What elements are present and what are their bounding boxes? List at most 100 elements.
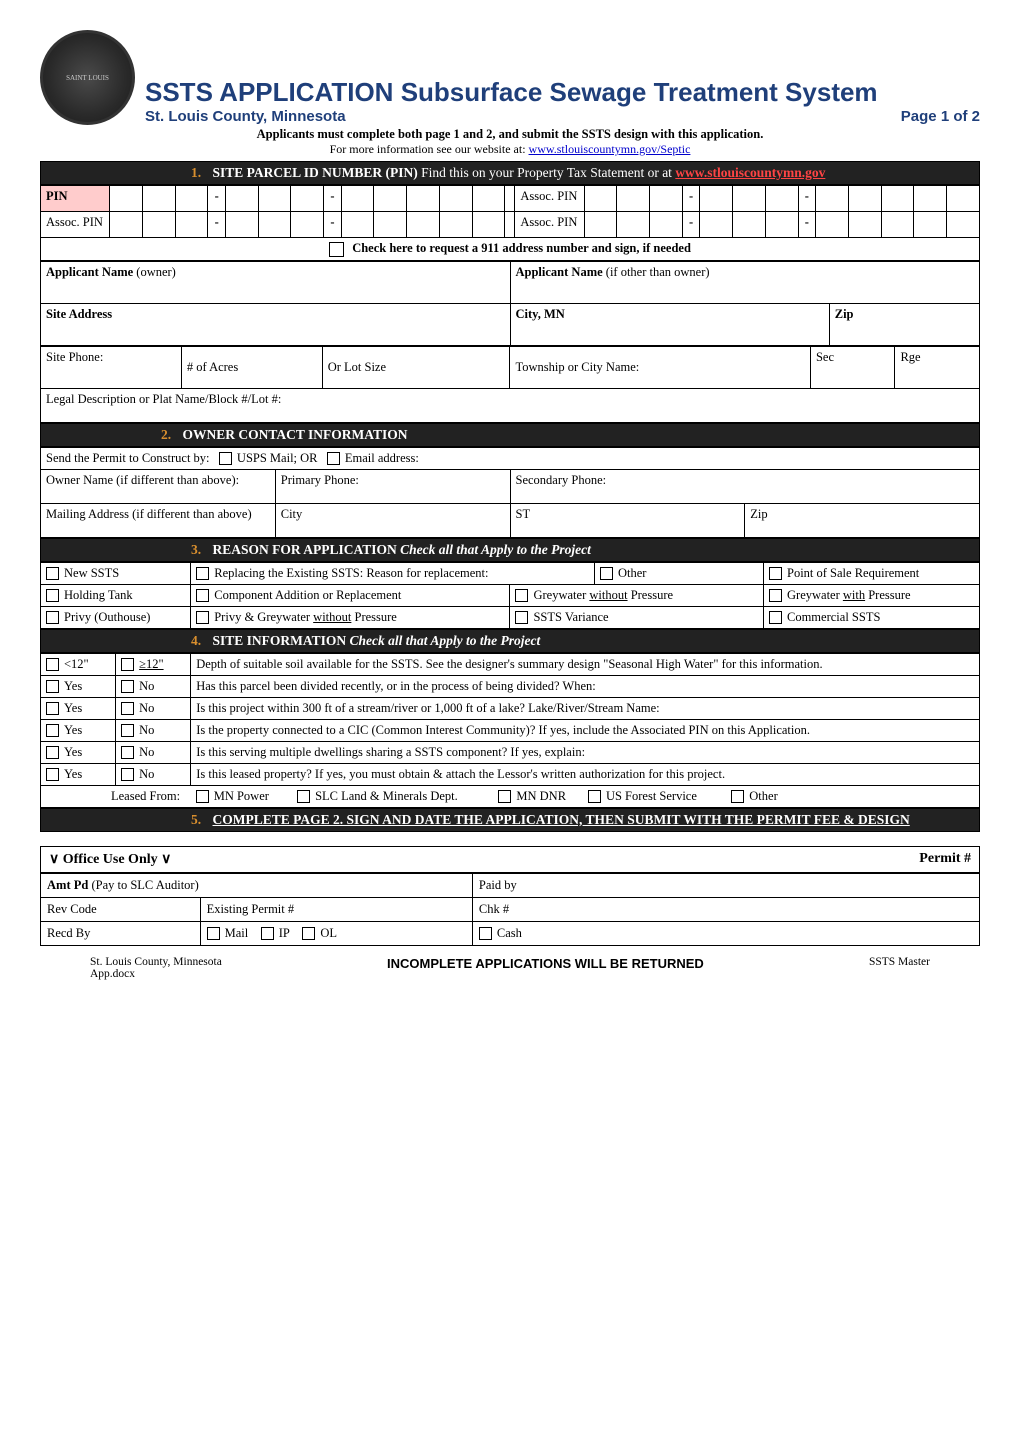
pin-digit[interactable] (848, 212, 881, 238)
pin-digit[interactable] (947, 186, 980, 212)
pin-digit[interactable] (407, 186, 440, 212)
applicant-other-cell[interactable]: Applicant Name (if other than owner) (510, 261, 980, 303)
rge-cell[interactable]: Rge (895, 346, 980, 388)
mail-checkbox[interactable] (207, 927, 220, 940)
applicant-owner-cell[interactable]: Applicant Name (owner) (41, 261, 511, 303)
yes-checkbox[interactable] (46, 768, 59, 781)
usfs-checkbox[interactable] (588, 790, 601, 803)
owner-st-cell[interactable]: ST (510, 503, 745, 537)
pin-digit[interactable] (374, 212, 407, 238)
cash-checkbox[interactable] (479, 927, 492, 940)
email-checkbox[interactable] (327, 452, 340, 465)
no-checkbox[interactable] (121, 680, 134, 693)
pin-digit[interactable] (700, 186, 733, 212)
pin-digit[interactable] (617, 212, 650, 238)
site-address-cell[interactable]: Site Address (41, 303, 511, 345)
rev-code-cell[interactable]: Rev Code (41, 897, 201, 921)
recd-by-cell[interactable]: Recd By (41, 921, 201, 945)
pin-digit[interactable] (291, 186, 324, 212)
section-1-link[interactable]: www.stlouiscountymn.gov (675, 165, 825, 180)
pin-digit[interactable] (225, 212, 258, 238)
pos-checkbox[interactable] (769, 567, 782, 580)
privy-grey-checkbox[interactable] (196, 611, 209, 624)
multi-cell[interactable]: Is this serving multiple dwellings shari… (191, 741, 980, 763)
pin-digit[interactable] (439, 212, 472, 238)
no-checkbox[interactable] (121, 746, 134, 759)
pin-digit[interactable] (175, 212, 208, 238)
lot-size-cell[interactable]: Or Lot Size (322, 346, 510, 388)
yes-checkbox[interactable] (46, 724, 59, 737)
mailing-address-cell[interactable]: Mailing Address (if different than above… (41, 503, 276, 537)
mnpower-checkbox[interactable] (196, 790, 209, 803)
no-checkbox[interactable] (121, 724, 134, 737)
pin-digit[interactable] (733, 186, 766, 212)
legal-description-cell[interactable]: Legal Description or Plat Name/Block #/L… (41, 388, 980, 422)
lt12-checkbox[interactable] (46, 658, 59, 671)
other-checkbox[interactable] (600, 567, 613, 580)
privy-checkbox[interactable] (46, 611, 59, 624)
lease-other-checkbox[interactable] (731, 790, 744, 803)
owner-city-cell[interactable]: City (275, 503, 510, 537)
pin-digit[interactable] (472, 212, 505, 238)
pin-digit[interactable] (225, 186, 258, 212)
pin-digit[interactable] (341, 212, 374, 238)
no-checkbox[interactable] (121, 768, 134, 781)
pin-digit[interactable] (291, 212, 324, 238)
pin-digit[interactable] (374, 186, 407, 212)
ge12-checkbox[interactable] (121, 658, 134, 671)
pin-digit[interactable] (914, 212, 947, 238)
pin-digit[interactable] (142, 186, 175, 212)
pin-digit[interactable] (110, 186, 143, 212)
zip-cell[interactable]: Zip (829, 303, 979, 345)
pin-digit[interactable] (765, 186, 798, 212)
pin-digit[interactable] (914, 186, 947, 212)
yes-checkbox[interactable] (46, 746, 59, 759)
pin-digit[interactable] (258, 186, 291, 212)
pin-digit[interactable] (650, 186, 683, 212)
pin-digit[interactable] (881, 186, 914, 212)
chk-number-cell[interactable]: Chk # (472, 897, 979, 921)
pin-digit[interactable] (407, 212, 440, 238)
pin-digit[interactable] (881, 212, 914, 238)
lake-cell[interactable]: Is this project within 300 ft of a strea… (191, 697, 980, 719)
pin-digit[interactable] (848, 186, 881, 212)
pin-digit[interactable] (617, 186, 650, 212)
slc-checkbox[interactable] (297, 790, 310, 803)
pin-digit[interactable] (700, 212, 733, 238)
acres-cell[interactable]: # of Acres (181, 346, 322, 388)
divided-cell[interactable]: Has this parcel been divided recently, o… (191, 675, 980, 697)
pin-digit[interactable] (765, 212, 798, 238)
township-cell[interactable]: Township or City Name: (510, 346, 810, 388)
existing-permit-cell[interactable]: Existing Permit # (200, 897, 472, 921)
primary-phone-cell[interactable]: Primary Phone: (275, 469, 510, 503)
website-link[interactable]: www.stlouiscountymn.gov/Septic (529, 142, 691, 156)
new-ssts-checkbox[interactable] (46, 567, 59, 580)
commercial-checkbox[interactable] (769, 611, 782, 624)
ol-checkbox[interactable] (302, 927, 315, 940)
pin-digit[interactable] (142, 212, 175, 238)
site-phone-cell[interactable]: Site Phone: (41, 346, 182, 388)
paid-by-cell[interactable]: Paid by (472, 873, 979, 897)
component-checkbox[interactable] (196, 589, 209, 602)
911-checkbox[interactable] (329, 242, 344, 257)
pin-digit[interactable] (816, 212, 849, 238)
pin-digit[interactable] (472, 186, 505, 212)
pin-digit[interactable] (584, 186, 617, 212)
pin-digit[interactable] (175, 186, 208, 212)
owner-name-cell[interactable]: Owner Name (if different than above): (41, 469, 276, 503)
pin-digit[interactable] (584, 212, 617, 238)
usps-checkbox[interactable] (219, 452, 232, 465)
yes-checkbox[interactable] (46, 680, 59, 693)
pin-digit[interactable] (733, 212, 766, 238)
yes-checkbox[interactable] (46, 702, 59, 715)
pin-digit[interactable] (816, 186, 849, 212)
grey-with-checkbox[interactable] (769, 589, 782, 602)
replacing-checkbox[interactable] (196, 567, 209, 580)
grey-without-checkbox[interactable] (515, 589, 528, 602)
no-checkbox[interactable] (121, 702, 134, 715)
city-cell[interactable]: City, MN (510, 303, 829, 345)
amt-pd-cell[interactable]: Amt Pd (Pay to SLC Auditor) (41, 873, 473, 897)
pin-digit[interactable] (258, 212, 291, 238)
pin-digit[interactable] (110, 212, 143, 238)
pin-digit[interactable] (650, 212, 683, 238)
